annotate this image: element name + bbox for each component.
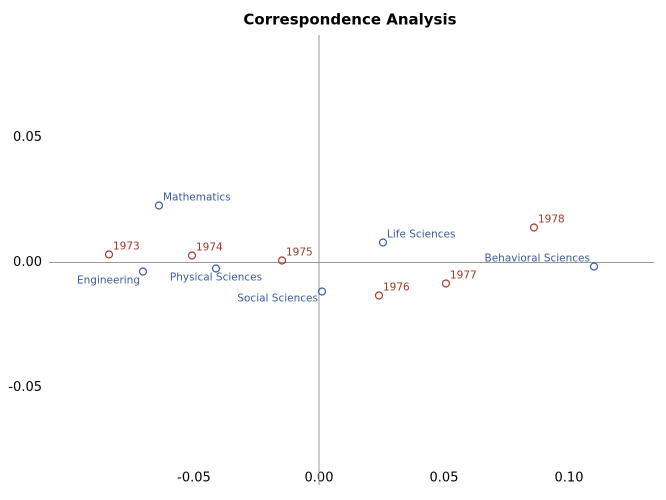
point [104, 250, 114, 259]
point-label: Life Sciences [387, 229, 455, 241]
point-label: 1977 [450, 270, 477, 282]
point [277, 256, 287, 265]
point [211, 264, 221, 273]
point [317, 287, 327, 296]
point [529, 223, 539, 232]
chart-title: Correspondence Analysis [243, 11, 456, 29]
point-label: Physical Sciences [170, 272, 262, 284]
point-label: 1976 [383, 282, 410, 294]
point [378, 238, 388, 247]
point [374, 291, 384, 300]
point-label: Social Sciences [237, 293, 318, 305]
point [187, 251, 197, 260]
point-label: Engineering [77, 275, 140, 287]
x-tick-label: 0.10 [555, 471, 584, 486]
point-label: 1978 [538, 214, 565, 226]
point-label: 1974 [196, 242, 223, 254]
point [154, 201, 164, 210]
point-label: Mathematics [163, 192, 231, 204]
y-tick-label: 0.00 [13, 255, 42, 270]
point-label: 1973 [113, 241, 140, 253]
y-tick-label: 0.05 [13, 130, 42, 145]
point [138, 267, 148, 276]
x-tick-label: -0.05 [177, 471, 211, 486]
x-tick-label: 0.05 [430, 471, 459, 486]
point-label: Behavioral Sciences [485, 253, 591, 265]
point [589, 262, 599, 271]
y-tick-label: -0.05 [8, 380, 42, 395]
point [441, 279, 451, 288]
point-label: 1975 [286, 247, 313, 259]
